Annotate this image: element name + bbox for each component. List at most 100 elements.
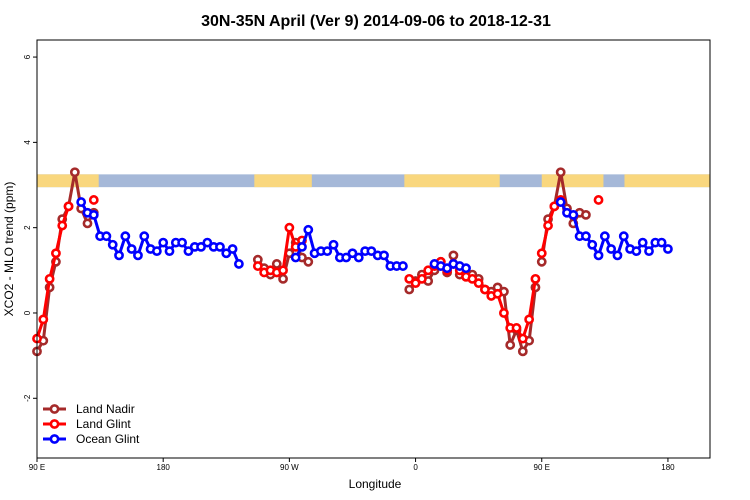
ocean-glint-point bbox=[297, 241, 307, 252]
land-ocean-band bbox=[37, 174, 710, 188]
land-nadir-point bbox=[581, 209, 591, 220]
ocean-glint-point bbox=[126, 244, 137, 254]
x-axis-label: Longitude bbox=[349, 477, 402, 491]
land-nadir-line-0-0 bbox=[35, 170, 96, 353]
land-glint-point bbox=[543, 220, 553, 231]
y-tick-label: 2 bbox=[23, 225, 32, 230]
land-glint-point bbox=[88, 195, 99, 205]
ocean-glint-point bbox=[303, 224, 314, 235]
ocean-glint-point bbox=[599, 231, 610, 242]
ocean-glint-point bbox=[353, 252, 364, 263]
land-glint-point bbox=[517, 333, 528, 344]
ocean-glint-point bbox=[644, 246, 654, 257]
land-glint-point bbox=[536, 248, 547, 259]
land-glint-point bbox=[511, 323, 522, 333]
ocean-glint-point bbox=[606, 244, 617, 254]
land-nadir-point bbox=[303, 256, 314, 267]
legend-label-land-nadir: Land Nadir bbox=[76, 402, 135, 416]
land-nadir-point bbox=[517, 346, 528, 357]
ocean-glint-point bbox=[341, 252, 352, 263]
land-nadir-point bbox=[271, 259, 282, 269]
ocean-glint-point bbox=[164, 246, 175, 257]
ocean-glint-point bbox=[663, 244, 673, 254]
legend-label-ocean-glint: Ocean Glint bbox=[76, 432, 140, 446]
land-nadir-point bbox=[278, 273, 288, 284]
land-band-segment-1 bbox=[254, 174, 312, 188]
land-nadir-point bbox=[448, 250, 459, 261]
land-glint-point bbox=[63, 201, 74, 212]
land-glint-point bbox=[480, 284, 490, 295]
ocean-glint-point bbox=[398, 261, 408, 271]
land-glint-point bbox=[498, 308, 509, 318]
ocean-glint-point bbox=[221, 248, 232, 259]
legend-label-land-glint: Land Glint bbox=[76, 417, 131, 431]
ocean-glint-point bbox=[183, 246, 194, 257]
ocean-glint-point bbox=[637, 237, 648, 248]
land-glint-point bbox=[593, 195, 604, 205]
series-layer bbox=[32, 167, 673, 357]
land-glint-point bbox=[410, 278, 421, 289]
x-tick-label: 90 E bbox=[534, 463, 550, 472]
land-glint-point bbox=[473, 278, 484, 289]
ocean-glint-point bbox=[290, 252, 301, 263]
ocean-glint-point bbox=[114, 250, 124, 261]
y-axis: -2 0 2 4 6 bbox=[23, 54, 37, 402]
land-band-segment-4 bbox=[624, 174, 710, 188]
ocean-glint-point bbox=[568, 209, 579, 220]
ocean-glint-point bbox=[442, 263, 453, 274]
ocean-glint-point bbox=[612, 250, 623, 261]
land-glint-point bbox=[252, 261, 263, 271]
ocean-glint-point bbox=[133, 250, 143, 261]
ocean-glint-point bbox=[177, 237, 188, 248]
land-nadir-point bbox=[536, 256, 547, 267]
series-ocean-glint bbox=[76, 197, 673, 274]
ocean-glint-point bbox=[581, 231, 591, 242]
ocean-glint-point bbox=[587, 239, 598, 250]
land-nadir-point bbox=[555, 167, 566, 178]
land-glint-point bbox=[57, 220, 68, 231]
land-band-segment-0 bbox=[37, 174, 99, 188]
ocean-glint-point bbox=[88, 209, 99, 220]
ocean-glint-point bbox=[347, 248, 358, 259]
land-nadir-point bbox=[505, 340, 516, 350]
y-axis-label: XCO2 - MLO trend (ppm) bbox=[2, 182, 16, 317]
land-nadir-point bbox=[69, 167, 80, 178]
x-tick-label: 180 bbox=[157, 463, 171, 472]
ocean-glint-point bbox=[215, 241, 225, 252]
legend-marker-ocean-glint bbox=[49, 434, 60, 444]
ocean-glint-point bbox=[120, 231, 131, 242]
x-tick-label: 90 W bbox=[280, 463, 299, 472]
ocean-glint-point bbox=[593, 250, 604, 261]
legend-marker-land-nadir bbox=[49, 404, 60, 414]
land-glint-point bbox=[524, 314, 535, 325]
x-tick-label: 180 bbox=[661, 463, 675, 472]
land-nadir-point bbox=[404, 284, 415, 295]
ocean-glint-point bbox=[233, 259, 244, 269]
y-tick-label: 6 bbox=[23, 54, 32, 59]
y-tick-label: 0 bbox=[23, 310, 32, 315]
land-glint-point bbox=[492, 288, 503, 299]
land-band-segment-2 bbox=[404, 174, 500, 188]
land-glint-point bbox=[284, 222, 295, 233]
land-glint-point bbox=[549, 201, 560, 212]
land-glint-point bbox=[38, 314, 49, 325]
ocean-glint-point bbox=[76, 197, 87, 207]
y-tick-label: 4 bbox=[23, 140, 32, 145]
x-axis: 90 E 180 90 W 0 90 E 180 bbox=[29, 458, 675, 472]
ocean-glint-point bbox=[618, 231, 629, 242]
ocean-glint-point bbox=[322, 246, 333, 257]
land-glint-point bbox=[278, 265, 288, 276]
land-band-segment-3 bbox=[541, 174, 604, 188]
y-tick-label: -2 bbox=[23, 394, 32, 402]
ocean-glint-point bbox=[158, 237, 169, 248]
ocean-glint-point bbox=[366, 246, 377, 257]
series-land-glint bbox=[32, 195, 604, 344]
x-tick-label: 90 E bbox=[29, 463, 45, 472]
ocean-glint-point bbox=[555, 197, 566, 207]
land-nadir-point bbox=[82, 218, 93, 229]
ocean-glint-point bbox=[379, 250, 389, 261]
ocean-glint-point bbox=[202, 237, 213, 248]
ocean-glint-point bbox=[107, 239, 118, 250]
ocean-glint-point bbox=[227, 244, 238, 254]
